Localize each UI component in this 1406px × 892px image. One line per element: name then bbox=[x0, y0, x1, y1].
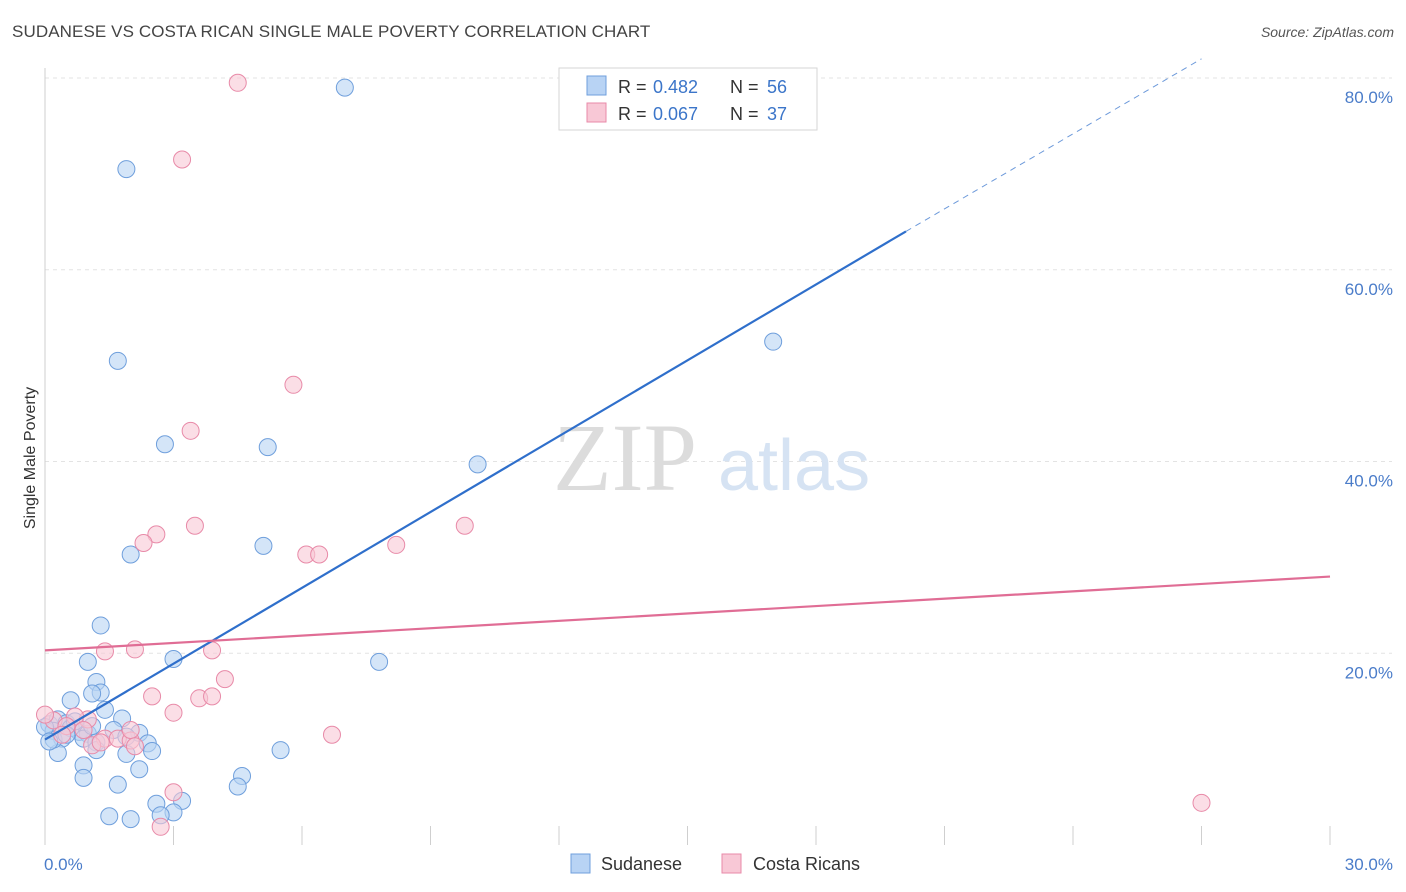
legend-bottom-label-costa-ricans: Costa Ricans bbox=[753, 854, 860, 874]
costa-rican-point bbox=[1192, 793, 1211, 812]
x-tick-label: 0.0% bbox=[44, 855, 83, 874]
costa-rican-point bbox=[125, 737, 144, 756]
sudanese-point bbox=[254, 536, 273, 555]
costa-rican-point bbox=[284, 375, 303, 394]
legend-r-value-sudanese: 0.482 bbox=[653, 77, 698, 97]
costa-rican-point bbox=[387, 535, 406, 554]
sudanese-point bbox=[228, 777, 247, 796]
grid-layer bbox=[45, 77, 1392, 654]
legend-bottom-swatch-sudanese bbox=[570, 853, 591, 874]
watermark-atlas: atlas bbox=[718, 426, 870, 506]
costa-rican-point bbox=[215, 670, 234, 689]
y-tick-label: 20.0% bbox=[1345, 663, 1393, 682]
costa-rican-point bbox=[185, 516, 204, 535]
legend-bottom-swatch-costa-ricans bbox=[721, 853, 742, 874]
sudanese-point bbox=[271, 741, 290, 760]
sudanese-point bbox=[335, 78, 354, 97]
legend-bottom-label-sudanese: Sudanese bbox=[601, 854, 682, 874]
costa-rican-point bbox=[151, 817, 170, 836]
legend-swatch-sudanese bbox=[586, 75, 607, 96]
y-tick-label: 80.0% bbox=[1345, 88, 1393, 107]
legend-row-costa-ricans: R = 0.067 N = 37 bbox=[586, 102, 787, 124]
sudanese-point bbox=[78, 652, 97, 671]
legend-n-value-sudanese: 56 bbox=[767, 77, 787, 97]
x-tick-label: 30.0% bbox=[1345, 855, 1393, 874]
legend-row-sudanese: R = 0.482 N = 56 bbox=[586, 75, 787, 97]
sudanese-point bbox=[130, 760, 149, 779]
costa-rican-trendline bbox=[44, 575, 1331, 652]
watermark: ZIP atlas bbox=[553, 404, 870, 511]
sudanese-point bbox=[61, 691, 80, 710]
sudanese-trendline bbox=[44, 230, 907, 741]
costa-rican-point bbox=[95, 642, 114, 661]
costa-rican-point bbox=[91, 733, 110, 752]
sudanese-point bbox=[155, 435, 174, 454]
costa-rican-point bbox=[181, 421, 200, 440]
watermark-zip: ZIP bbox=[553, 404, 697, 511]
costa-rican-point bbox=[134, 533, 153, 552]
costa-rican-point bbox=[455, 516, 474, 535]
sudanese-trendline-extension bbox=[905, 58, 1202, 232]
costa-rican-point bbox=[164, 783, 183, 802]
costa-rican-point bbox=[147, 525, 166, 544]
sudanese-point bbox=[143, 742, 162, 761]
sudanese-point bbox=[764, 332, 783, 351]
y-axis-title: Single Male Poverty bbox=[22, 387, 39, 529]
points-layer bbox=[36, 73, 1211, 836]
costa-rican-point bbox=[228, 73, 247, 92]
chart-title: SUDANESE VS COSTA RICAN SINGLE MALE POVE… bbox=[12, 22, 651, 41]
sudanese-point bbox=[121, 545, 140, 564]
sudanese-point bbox=[108, 351, 127, 370]
sudanese-point bbox=[91, 616, 110, 635]
legend-n-label: N = bbox=[730, 77, 759, 97]
costa-rican-point bbox=[125, 640, 144, 659]
legend-r-label: R = bbox=[618, 77, 647, 97]
costa-rican-point bbox=[173, 150, 192, 169]
trend-layer bbox=[44, 58, 1331, 741]
sudanese-point bbox=[468, 455, 487, 474]
costa-rican-point bbox=[74, 720, 93, 739]
legend-n-label: N = bbox=[730, 104, 759, 124]
costa-rican-point bbox=[203, 687, 222, 706]
legend-r-value-costa-ricans: 0.067 bbox=[653, 104, 698, 124]
sudanese-point bbox=[370, 652, 389, 671]
legend-swatch-costa-ricans bbox=[586, 102, 607, 123]
sudanese-point bbox=[108, 775, 127, 794]
axis-layer: 20.0% 40.0% 60.0% 80.0% 0.0% 30.0% bbox=[44, 68, 1393, 874]
y-tick-label: 60.0% bbox=[1345, 280, 1393, 299]
sudanese-point bbox=[83, 684, 102, 703]
costa-rican-point bbox=[164, 703, 183, 722]
sudanese-point bbox=[117, 160, 136, 179]
y-tick-label: 40.0% bbox=[1345, 472, 1393, 491]
sudanese-point bbox=[100, 807, 119, 826]
costa-rican-point bbox=[310, 545, 329, 564]
source-label: Source: ZipAtlas.com bbox=[1260, 24, 1394, 40]
legend-r-label: R = bbox=[618, 104, 647, 124]
costa-rican-point bbox=[36, 705, 54, 724]
costa-rican-point bbox=[143, 687, 162, 706]
legend-top: R = 0.482 N = 56 R = 0.067 N = 37 bbox=[558, 67, 818, 131]
sudanese-point bbox=[74, 768, 93, 787]
legend-n-value-costa-ricans: 37 bbox=[767, 104, 787, 124]
sudanese-point bbox=[121, 810, 140, 829]
costa-rican-point bbox=[322, 725, 341, 744]
sudanese-point bbox=[258, 438, 277, 457]
costa-rican-point bbox=[121, 720, 140, 739]
legend-bottom: Sudanese Costa Ricans bbox=[570, 853, 860, 874]
